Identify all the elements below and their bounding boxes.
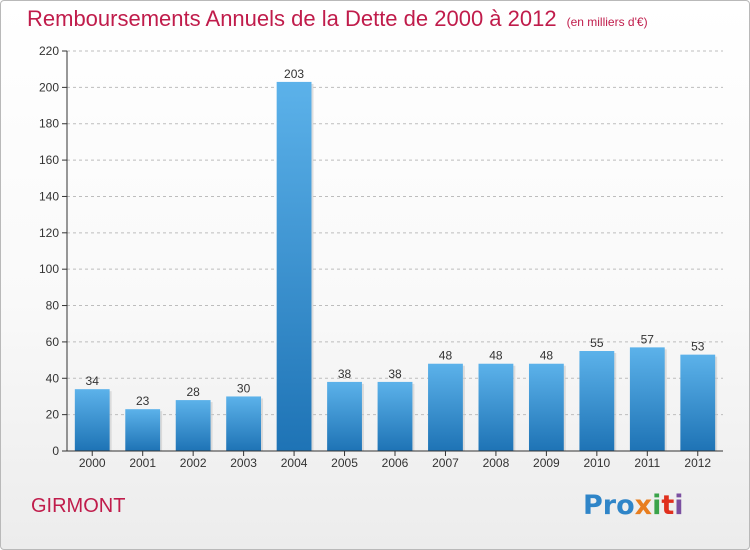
logo-part: i [674, 490, 684, 521]
bar [327, 381, 362, 451]
data-label: 28 [186, 385, 200, 399]
x-tick-label: 2005 [331, 456, 358, 470]
bar [579, 351, 615, 451]
y-tick-label: 140 [39, 189, 59, 203]
y-tick-label: 120 [39, 226, 59, 240]
data-label: 53 [691, 340, 705, 354]
x-tick-label: 2000 [79, 456, 106, 470]
x-tick-label: 2012 [684, 456, 711, 470]
data-label: 48 [489, 349, 503, 363]
x-tick-label: 2004 [281, 456, 308, 470]
x-tick-label: 2011 [634, 456, 660, 470]
y-tick-label: 220 [39, 44, 59, 58]
y-tick-label: 40 [46, 371, 60, 385]
y-tick-label: 20 [46, 408, 60, 422]
axes [62, 50, 723, 456]
bar [276, 81, 312, 451]
data-label: 38 [388, 367, 402, 381]
x-tick-label: 2007 [432, 456, 459, 470]
y-tick-label: 80 [46, 299, 60, 313]
bar [74, 389, 110, 451]
y-tick-label: 200 [39, 80, 59, 94]
chart-title-unit: (en milliers d'€) [566, 15, 648, 29]
y-tick-label: 160 [39, 153, 59, 167]
proxiti-logo: Proxiti [583, 490, 684, 521]
data-label: 30 [237, 381, 251, 395]
place-name: GIRMONT [31, 495, 126, 517]
data-label: 23 [136, 394, 150, 408]
bar [428, 363, 463, 451]
logo-part: t [661, 490, 675, 521]
y-tick-label: 60 [46, 335, 60, 349]
logo-part: Pro [583, 490, 635, 521]
x-tick-label: 2009 [533, 456, 560, 470]
bar [175, 400, 211, 451]
data-label: 38 [338, 367, 352, 381]
bars [74, 81, 718, 451]
logo-part: i [652, 490, 662, 521]
x-tick-label: 2001 [129, 456, 156, 470]
bar [629, 347, 665, 451]
y-tick-label: 100 [39, 262, 59, 276]
labels: 0 20 40 60 80 100 120 140 160 180 200 220 34 2000 23 20… [39, 44, 711, 470]
bar [680, 354, 716, 451]
chart-title: Remboursements Annuels de la Dette de 20… [27, 6, 648, 32]
data-label: 55 [590, 336, 604, 350]
data-label: 34 [86, 374, 100, 388]
bar [125, 409, 161, 451]
logo-part: x [634, 490, 653, 521]
data-label: 57 [641, 332, 655, 346]
x-tick-label: 2006 [382, 456, 409, 470]
bar [226, 396, 262, 451]
x-tick-label: 2002 [180, 456, 207, 470]
y-tick-label: 180 [39, 117, 59, 131]
x-tick-label: 2003 [230, 456, 257, 470]
bar [528, 363, 564, 451]
grid-lines [67, 50, 723, 416]
y-tick-label: 0 [52, 444, 59, 458]
x-tick-label: 2008 [483, 456, 510, 470]
chart-title-main: Remboursements Annuels de la Dette de 20… [27, 6, 557, 31]
data-label: 48 [439, 349, 453, 363]
bar [377, 381, 413, 451]
data-label: 48 [540, 349, 554, 363]
data-label: 203 [284, 67, 304, 81]
bar [478, 363, 514, 451]
x-tick-label: 2010 [583, 456, 610, 470]
